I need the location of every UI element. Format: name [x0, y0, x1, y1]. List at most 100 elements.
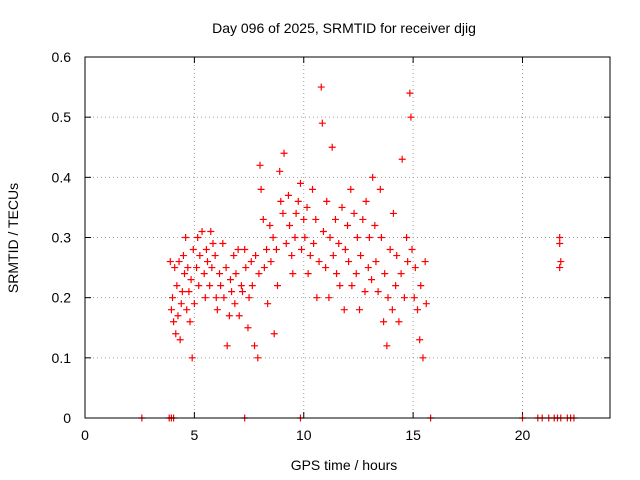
data-point: [368, 276, 376, 284]
data-point: [272, 246, 280, 254]
data-point: [365, 234, 373, 241]
data-point: [333, 270, 341, 278]
data-point: [270, 330, 278, 338]
data-point: [251, 342, 259, 350]
data-point: [242, 264, 250, 272]
data-point: [335, 240, 343, 248]
data-point: [169, 294, 176, 302]
x-tick-label: 0: [81, 427, 89, 443]
data-point: [231, 300, 239, 308]
data-point: [276, 167, 284, 175]
data-point: [296, 179, 304, 187]
data-point: [254, 354, 262, 362]
data-point: [315, 258, 323, 266]
data-point: [279, 209, 287, 217]
data-point: [326, 234, 334, 241]
data-point: [172, 330, 180, 338]
x-tick-label: 15: [405, 427, 421, 443]
data-point: [277, 197, 285, 205]
data-point: [422, 300, 430, 308]
data-point: [306, 252, 314, 260]
data-point: [216, 270, 224, 278]
data-point: [252, 252, 260, 260]
data-point: [170, 318, 178, 326]
data-point: [417, 282, 425, 290]
data-point: [198, 227, 206, 235]
data-point: [260, 264, 268, 272]
data-point: [304, 270, 312, 278]
data-point: [211, 252, 219, 260]
x-axis-label: GPS time / hours: [291, 457, 398, 473]
data-point: [266, 221, 274, 229]
series-points: [138, 83, 578, 422]
data-point: [400, 294, 408, 302]
data-point: [194, 234, 202, 241]
data-point: [267, 258, 275, 266]
data-point: [288, 252, 296, 260]
data-point: [419, 354, 427, 362]
data-point: [310, 240, 318, 248]
data-point: [228, 288, 236, 296]
data-point: [416, 336, 424, 344]
data-point: [256, 161, 264, 169]
data-point: [557, 258, 565, 266]
grid: [85, 57, 610, 418]
data-point: [195, 282, 203, 290]
data-point: [303, 203, 311, 211]
data-point: [173, 282, 181, 290]
data-point: [556, 240, 564, 248]
data-point: [179, 252, 187, 260]
data-point: [312, 215, 320, 223]
data-point: [348, 282, 356, 290]
y-tick-label: 0.6: [52, 49, 72, 65]
data-point: [178, 288, 186, 296]
data-point: [177, 300, 185, 308]
data-point: [204, 258, 211, 266]
data-point: [380, 318, 388, 326]
x-tick-labels: 0 5 10 15 20: [81, 427, 530, 443]
data-point: [325, 294, 333, 302]
data-point: [347, 185, 355, 193]
data-point: [329, 252, 337, 260]
data-point: [239, 288, 246, 296]
x-tick-label: 5: [190, 427, 198, 443]
data-point: [300, 215, 308, 223]
data-point: [174, 312, 182, 320]
data-point: [232, 270, 240, 278]
data-point: [381, 270, 389, 278]
data-point: [213, 306, 221, 314]
data-point: [209, 240, 217, 248]
data-point: [244, 324, 252, 332]
data-point: [241, 246, 249, 254]
data-point: [331, 215, 339, 223]
data-point: [309, 185, 316, 193]
data-point: [175, 258, 183, 266]
data-point: [217, 282, 225, 290]
data-point: [352, 270, 360, 278]
data-point: [318, 119, 326, 127]
data-point: [226, 276, 234, 284]
data-point: [234, 246, 242, 254]
data-point: [245, 294, 253, 302]
data-point: [193, 264, 201, 272]
data-point: [319, 227, 327, 235]
data-point: [235, 312, 243, 320]
data-point: [202, 246, 210, 254]
axis-ticks: [84, 56, 610, 419]
data-point: [294, 197, 302, 205]
data-point: [313, 294, 321, 302]
data-point: [353, 234, 361, 241]
y-tick-label: 0: [63, 410, 71, 426]
data-point: [286, 221, 294, 229]
data-point: [407, 113, 415, 121]
x-tick-label: 20: [515, 427, 531, 443]
data-point: [183, 306, 191, 314]
data-point: [372, 258, 380, 266]
data-point: [345, 258, 353, 266]
y-tick-label: 0.1: [52, 350, 72, 366]
data-point: [338, 203, 346, 211]
data-point: [317, 83, 325, 91]
data-point: [206, 282, 214, 290]
data-point: [341, 246, 349, 254]
